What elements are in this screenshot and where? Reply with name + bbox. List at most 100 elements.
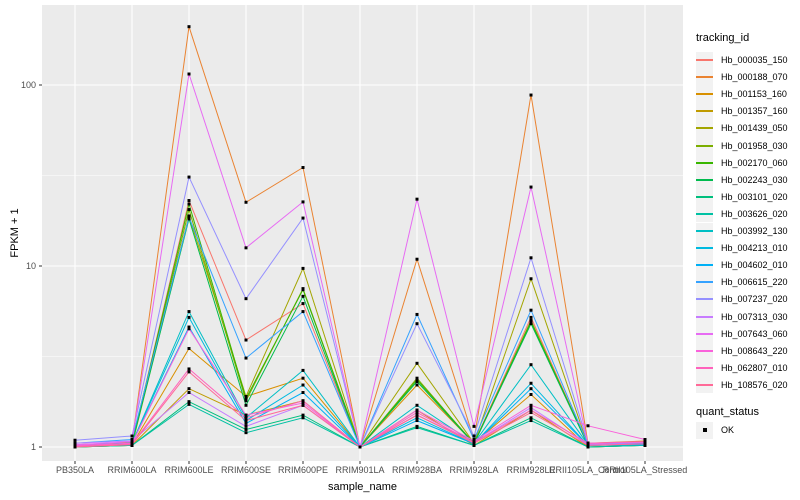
data-point [529, 411, 533, 415]
legend-key-Hb_001958_030 [696, 137, 713, 154]
legend-line-swatch [696, 144, 713, 147]
legend-line-swatch [696, 110, 713, 113]
legend-key-Hb_000188_070 [696, 68, 713, 86]
data-point [187, 325, 191, 329]
legend-key-Hb_007237_020 [696, 290, 713, 308]
data-point [187, 208, 191, 212]
data-point [187, 400, 191, 404]
data-point [529, 185, 533, 189]
data-point [301, 403, 305, 407]
data-point [529, 322, 533, 326]
data-point [244, 399, 248, 403]
legend-line-swatch [696, 76, 713, 79]
data-point [244, 416, 248, 420]
x-tick-label: RRIM600SE [220, 465, 272, 475]
data-point [187, 25, 191, 29]
legend-label-Hb_001153_160: Hb_001153_160 [721, 89, 787, 100]
data-point [244, 424, 248, 428]
data-point [415, 312, 419, 316]
data-point [244, 395, 248, 399]
data-point [415, 322, 419, 326]
data-point [301, 288, 305, 292]
data-point [415, 197, 419, 201]
data-point [472, 441, 476, 445]
legend-key-Hb_004213_010 [696, 239, 713, 257]
data-point [472, 424, 476, 428]
data-point [301, 302, 305, 306]
legend-line-swatch [696, 383, 713, 386]
data-point [244, 431, 248, 435]
data-point [187, 175, 191, 179]
y-axis-title: FPKM + 1 [9, 208, 21, 258]
data-point [244, 427, 248, 431]
legend-line-swatch [696, 247, 713, 250]
data-point [187, 72, 191, 76]
data-point [301, 294, 305, 298]
data-point [472, 443, 476, 447]
legend-label-Hb_001958_030: Hb_001958_030 [721, 140, 788, 151]
legend-key-Hb_001357_160 [696, 102, 713, 120]
legend-key-Hb_007313_030 [696, 308, 713, 325]
x-tick-label: PB350LA [55, 465, 95, 475]
x-tick-label: RRII105LA_Stressed [602, 465, 688, 475]
data-point [187, 347, 191, 351]
legend-label-Hb_004213_010: Hb_004213_010 [721, 243, 788, 254]
legend-label-Hb_004602_010: Hb_004602_010 [721, 260, 788, 271]
data-point [415, 376, 419, 380]
data-point [187, 217, 191, 221]
data-point [529, 320, 533, 324]
x-tick-label: RRIM901LA [335, 465, 385, 475]
legend-title-quant-status: quant_status [696, 406, 759, 418]
data-point [187, 367, 191, 371]
data-point [244, 297, 248, 301]
data-point [244, 403, 248, 407]
legend-key-Hb_007643_060 [696, 325, 713, 343]
data-point [415, 378, 419, 382]
data-point [415, 408, 419, 412]
legend-line-swatch [696, 349, 713, 352]
legend-line-swatch [696, 281, 713, 284]
x-tick-label: RRIM928LA [449, 465, 499, 475]
data-point [301, 391, 305, 395]
data-point [529, 403, 533, 407]
legend-label-Hb_001357_160: Hb_001357_160 [721, 106, 788, 117]
data-point [529, 419, 533, 423]
data-point [244, 200, 248, 204]
data-point [415, 403, 419, 407]
legend-label-Hb_062807_010: Hb_062807_010 [721, 362, 788, 373]
y-tick-label: 100 [20, 80, 36, 90]
data-point [187, 315, 191, 319]
data-point [244, 338, 248, 342]
legend-line-swatch [696, 264, 713, 267]
data-point [244, 421, 248, 425]
data-point [586, 445, 590, 449]
y-tick-label: 1 [30, 442, 36, 452]
data-point [529, 416, 533, 420]
data-point [529, 308, 533, 312]
legend-key-Hb_001153_160 [696, 85, 713, 103]
legend-label-Hb_006615_220: Hb_006615_220 [721, 277, 788, 288]
data-point [529, 318, 533, 322]
data-point [301, 383, 305, 387]
data-point [643, 440, 647, 444]
legend-key-Hb_001439_050 [696, 119, 713, 137]
data-point [244, 246, 248, 250]
data-point [301, 413, 305, 417]
data-point [529, 256, 533, 260]
data-point [187, 202, 191, 206]
legend-label-Hb_002243_030: Hb_002243_030 [721, 174, 788, 185]
legend-key-Hb_002170_060 [696, 154, 713, 172]
legend-key-Hb_004602_010 [696, 256, 713, 274]
data-point [415, 257, 419, 261]
legend-label-Hb_007313_030: Hb_007313_030 [721, 311, 788, 322]
legend-label-Hb_003101_020: Hb_003101_020 [721, 191, 788, 202]
data-point [187, 402, 191, 406]
data-point [244, 419, 248, 423]
data-point [415, 413, 419, 417]
legend-line-swatch [696, 59, 713, 61]
data-point [73, 445, 77, 449]
data-point [415, 361, 419, 365]
legend-label-Hb_002170_060: Hb_002170_060 [721, 157, 788, 168]
